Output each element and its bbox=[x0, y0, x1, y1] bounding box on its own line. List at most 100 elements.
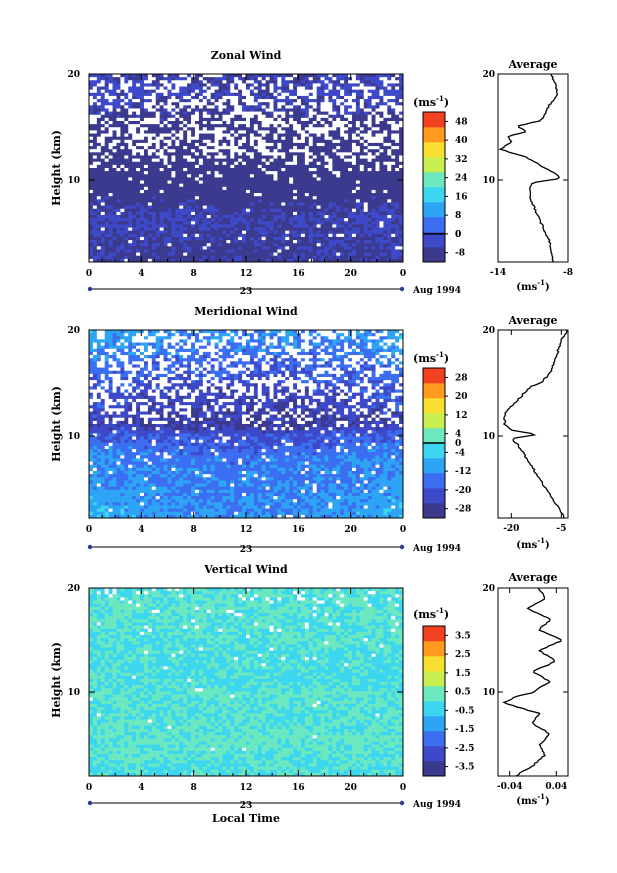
heatmap-cell bbox=[218, 114, 223, 119]
heatmap-cell bbox=[234, 164, 239, 169]
heatmap-cell bbox=[265, 130, 270, 134]
heatmap-cell bbox=[96, 127, 102, 131]
heatmap-cell bbox=[100, 92, 106, 97]
heatmap-cell bbox=[210, 202, 215, 206]
heatmap-cell bbox=[175, 149, 180, 153]
heatmap-cell bbox=[124, 86, 129, 91]
heatmap-cell bbox=[249, 117, 255, 122]
heatmap-cell bbox=[171, 230, 176, 235]
heatmap-cell bbox=[308, 114, 314, 119]
heatmap-cell bbox=[285, 189, 290, 194]
heatmap-cell bbox=[344, 246, 349, 250]
heatmap-cell bbox=[147, 183, 153, 188]
heatmap-cell bbox=[336, 83, 341, 87]
heatmap-cell bbox=[395, 152, 400, 156]
heatmap-cell bbox=[163, 240, 168, 244]
heatmap-cell bbox=[104, 243, 109, 247]
heatmap-cell bbox=[194, 102, 200, 106]
heatmap-cell bbox=[112, 146, 117, 150]
heatmap-cell bbox=[147, 146, 153, 150]
heatmap-cell bbox=[297, 77, 302, 81]
heatmap-cell bbox=[269, 230, 274, 235]
heatmap-cell bbox=[367, 183, 372, 188]
heatmap-cell bbox=[151, 86, 157, 91]
heatmap-cell bbox=[143, 146, 149, 150]
heatmap-cell bbox=[249, 95, 255, 100]
heatmap-cell bbox=[96, 142, 102, 147]
heatmap-cell bbox=[383, 80, 388, 84]
heatmap-cell bbox=[285, 255, 290, 260]
heatmap-cell bbox=[218, 92, 223, 97]
heatmap-cell bbox=[132, 158, 137, 163]
heatmap-cell bbox=[155, 193, 160, 197]
heatmap-cell bbox=[151, 221, 157, 225]
heatmap-cell bbox=[171, 199, 176, 203]
heatmap-cell bbox=[399, 161, 403, 166]
heatmap-cell bbox=[344, 105, 349, 109]
heatmap-cell bbox=[281, 230, 286, 235]
heatmap-cell bbox=[136, 121, 141, 125]
heatmap-cell bbox=[147, 193, 153, 197]
heatmap-cell bbox=[300, 208, 306, 213]
heatmap-cell bbox=[171, 255, 176, 260]
heatmap-cell bbox=[210, 149, 215, 153]
heatmap-cell bbox=[226, 102, 231, 106]
heatmap-cell bbox=[210, 168, 215, 172]
heatmap-cell bbox=[261, 136, 266, 141]
heatmap-cell bbox=[340, 236, 345, 241]
heatmap-cell bbox=[261, 77, 266, 81]
heatmap-cell bbox=[194, 77, 200, 81]
heatmap-cell bbox=[175, 158, 180, 163]
heatmap-cell bbox=[112, 74, 117, 78]
heatmap-cell bbox=[120, 215, 125, 219]
heatmap-cell bbox=[175, 164, 180, 169]
heatmap-cell bbox=[124, 236, 129, 241]
heatmap-cell bbox=[124, 211, 129, 216]
heatmap-cell bbox=[304, 258, 310, 262]
heatmap-cell bbox=[175, 215, 180, 219]
heatmap-cell bbox=[194, 83, 200, 87]
heatmap-cell bbox=[210, 230, 215, 235]
heatmap-cell bbox=[348, 252, 353, 257]
heatmap-cell bbox=[300, 221, 306, 225]
heatmap-cell bbox=[308, 199, 314, 203]
heatmap-cell bbox=[391, 171, 396, 175]
heatmap-cell bbox=[128, 86, 133, 91]
heatmap-cell bbox=[143, 86, 149, 91]
heatmap-cell bbox=[261, 246, 266, 250]
heatmap-cell bbox=[320, 142, 325, 147]
heatmap-cell bbox=[191, 249, 196, 253]
heatmap-cell bbox=[167, 249, 172, 253]
heatmap-cell bbox=[171, 236, 176, 241]
heatmap-cell bbox=[112, 333, 117, 337]
heatmap-cell bbox=[238, 255, 243, 260]
heatmap-cell bbox=[328, 205, 333, 210]
heatmap-cell bbox=[383, 227, 388, 232]
heatmap-cell bbox=[89, 193, 94, 197]
heatmap-cell bbox=[300, 155, 306, 159]
heatmap-cell bbox=[348, 89, 353, 94]
heatmap-cell bbox=[316, 168, 321, 172]
heatmap-cell bbox=[293, 105, 298, 109]
heatmap-cell bbox=[214, 227, 219, 232]
heatmap-cell bbox=[269, 211, 274, 216]
heatmap-cell bbox=[395, 95, 400, 100]
heatmap-cell bbox=[210, 174, 215, 178]
heatmap-cell bbox=[167, 208, 172, 213]
heatmap-cell bbox=[92, 246, 98, 250]
heatmap-cell bbox=[246, 111, 251, 116]
heatmap-cell bbox=[155, 89, 160, 94]
heatmap-cell bbox=[116, 243, 121, 247]
heatmap-cell bbox=[363, 205, 369, 210]
heatmap-cell bbox=[253, 168, 259, 172]
heatmap-cell bbox=[230, 83, 235, 87]
heatmap-cell bbox=[300, 224, 306, 228]
heatmap-cell bbox=[179, 139, 184, 144]
heatmap-cell bbox=[175, 139, 180, 144]
heatmap-cell bbox=[300, 105, 306, 109]
heatmap-cell bbox=[273, 208, 278, 213]
heatmap-cell bbox=[128, 158, 133, 163]
heatmap-cell bbox=[194, 246, 200, 250]
heatmap-cell bbox=[363, 252, 369, 257]
heatmap-cell bbox=[383, 164, 388, 169]
